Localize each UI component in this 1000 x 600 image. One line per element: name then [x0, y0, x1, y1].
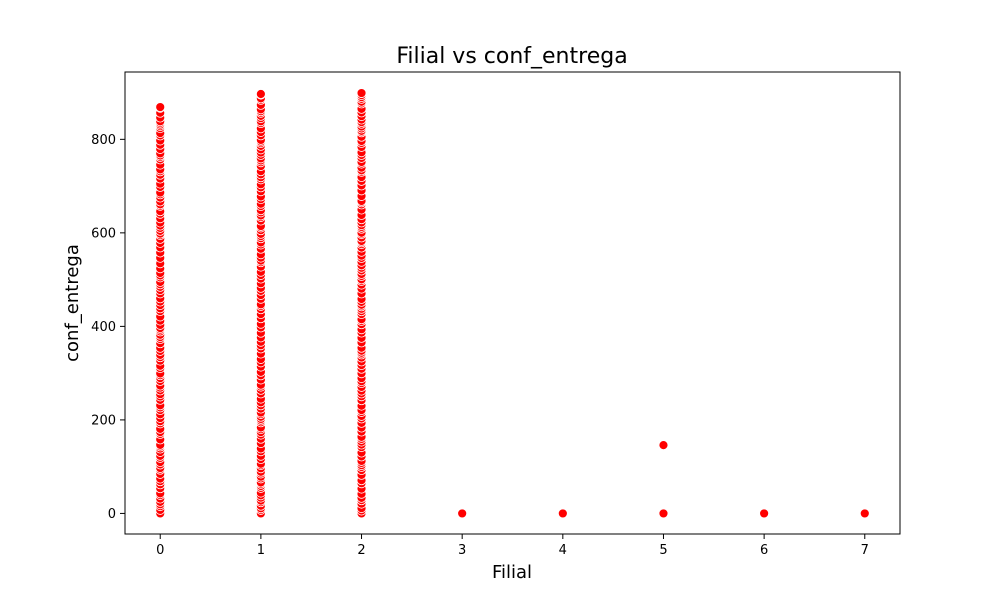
x-tick-label: 3 [458, 543, 466, 558]
x-axis-label: Filial [492, 562, 532, 583]
x-tick-label: 4 [559, 543, 567, 558]
x-tick-label: 1 [257, 543, 265, 558]
y-axis: 0 200 400 600 800 [91, 133, 125, 522]
y-tick-label: 400 [91, 320, 116, 335]
data-point [255, 89, 266, 99]
data-point [457, 508, 468, 519]
plot-area [155, 88, 870, 519]
axes-frame [124, 71, 901, 535]
y-tick-label: 800 [91, 133, 116, 148]
chart-title: Filial vs conf_entrega [396, 44, 627, 69]
y-axis-label: conf_entrega [62, 244, 83, 362]
x-tick-label: 2 [357, 543, 365, 558]
data-point [356, 88, 367, 98]
x-tick-label: 7 [861, 543, 869, 558]
x-tick-label: 5 [659, 543, 667, 558]
data-point [658, 440, 669, 451]
y-tick-label: 0 [108, 507, 116, 522]
y-tick-label: 600 [91, 226, 116, 241]
data-point [859, 508, 870, 519]
x-axis: 0 1 2 3 4 5 6 7 [156, 534, 869, 558]
data-point [759, 508, 770, 519]
y-tick-label: 200 [91, 413, 116, 428]
x-tick-label: 6 [760, 543, 768, 558]
x-tick-label: 0 [156, 543, 164, 558]
data-point [658, 508, 669, 519]
data-point [557, 508, 568, 519]
data-point [155, 102, 166, 112]
